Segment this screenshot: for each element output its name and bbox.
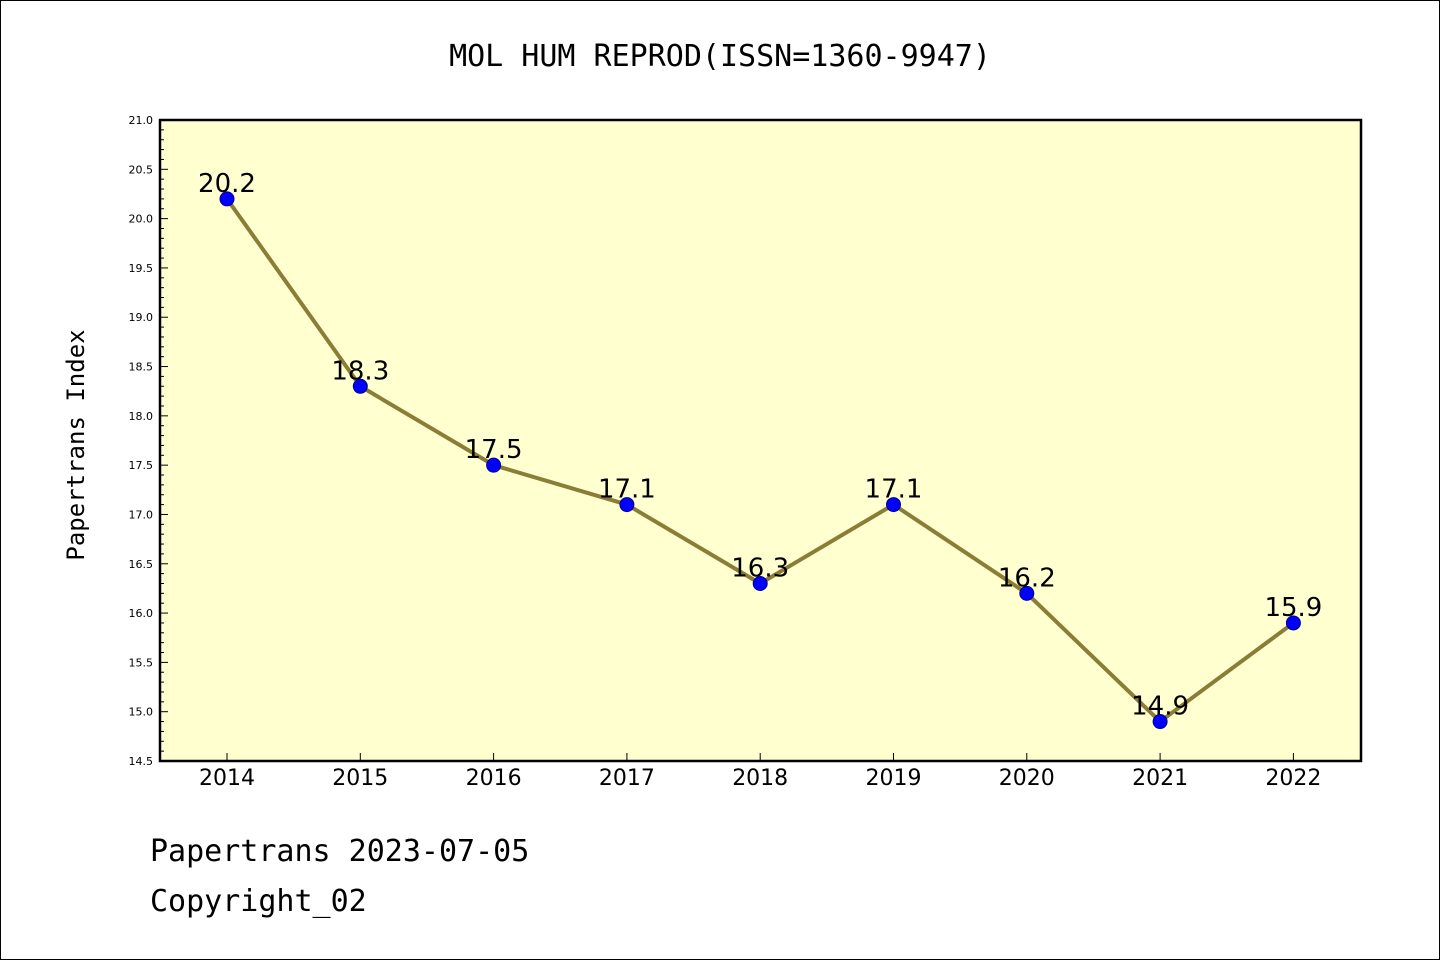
x-tick-label: 2021: [1132, 766, 1188, 791]
x-tick-label: 2018: [732, 766, 788, 791]
data-point: [1019, 585, 1035, 601]
y-tick-label: 15.0: [129, 706, 154, 719]
data-point: [1152, 714, 1168, 730]
y-tick-label: 18.0: [129, 410, 154, 423]
data-label: 18.3: [331, 356, 389, 386]
data-label: 16.3: [731, 553, 789, 583]
data-label: 15.9: [1264, 593, 1322, 623]
y-tick-label: 14.5: [129, 755, 154, 768]
x-tick-label: 2022: [1265, 766, 1321, 791]
data-label: 17.5: [465, 435, 523, 465]
data-point: [219, 191, 235, 207]
footer-copyright-line: Copyright_02: [150, 884, 367, 919]
data-point: [1285, 615, 1301, 631]
x-tick-label: 2019: [866, 766, 922, 791]
y-tick-label: 19.0: [129, 311, 154, 324]
y-axis-label: Papertrans Index: [62, 329, 90, 560]
data-markers: [219, 191, 1301, 730]
plot-border: [158, 118, 1363, 763]
data-point: [886, 497, 901, 513]
plot-area: [160, 120, 1361, 761]
data-point: [486, 457, 502, 473]
y-tick-label: 15.5: [129, 656, 154, 669]
x-tick-label: 2017: [599, 766, 655, 791]
data-labels: 20.2 18.3 17.5 17.1 16.3 17.1 16.2 14.9 15.9: [198, 169, 1322, 722]
y-tick-label: 18.5: [129, 361, 154, 374]
data-point: [619, 497, 635, 513]
data-label: 14.9: [1131, 692, 1189, 722]
data-point: [352, 378, 368, 394]
y-tick-label: 20.0: [129, 213, 154, 226]
chart-title: MOL HUM REPROD(ISSN=1360-9947): [449, 39, 991, 74]
data-label: 20.2: [198, 169, 256, 199]
x-tick-label: 2016: [466, 766, 522, 791]
data-label: 16.2: [998, 563, 1056, 593]
y-tick-label: 19.5: [129, 262, 154, 275]
y-tick-label: 20.5: [129, 163, 154, 176]
data-label: 17.1: [865, 475, 923, 505]
y-tick-label: 17.5: [129, 459, 154, 472]
y-axis-ticks: 14.5 15.0 15.5 16.0 16.5 17.0 17.5 18.0 18.5 19.0…: [129, 114, 168, 768]
data-point: [752, 575, 768, 591]
y-tick-label: 16.5: [129, 558, 154, 571]
y-tick-label: 16.0: [129, 607, 154, 620]
x-tick-label: 2014: [199, 766, 255, 791]
y-tick-label: 21.0: [129, 114, 154, 127]
data-label: 17.1: [598, 475, 656, 505]
footer-date-line: Papertrans 2023-07-05: [150, 834, 530, 869]
y-tick-label: 17.0: [129, 508, 154, 521]
x-tick-label: 2015: [332, 766, 388, 791]
x-axis-ticks: 2014 2015 2016 2017 2018 2019 2020 2021 2022: [199, 753, 1321, 791]
x-tick-label: 2020: [999, 766, 1055, 791]
